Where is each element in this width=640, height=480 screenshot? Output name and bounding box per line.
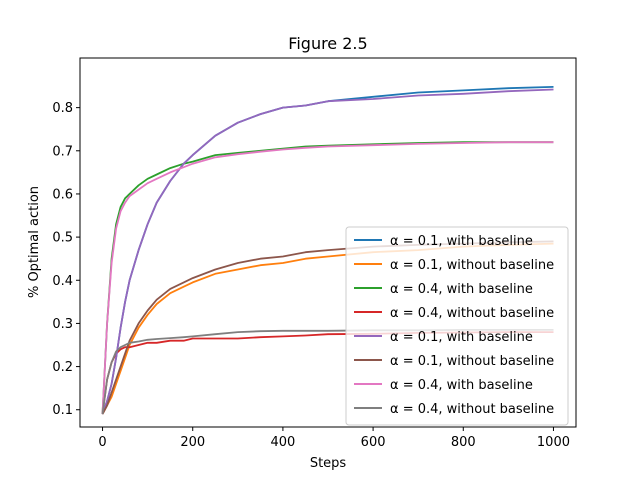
y-axis: 0.1 0.2 0.3 0.4 0.5 0.6 0.7 0.8 [52,101,80,418]
y-tick-label: 0.8 [52,101,73,116]
y-tick-label: 0.7 [52,144,73,159]
y-tick-label: 0.6 [52,187,73,202]
x-tick-label: 400 [270,435,295,450]
legend-label: α = 0.1, without baseline [390,354,554,369]
x-tick-label: 200 [180,435,205,450]
legend-item: α = 0.4, without baseline [354,306,554,321]
y-tick-label: 0.4 [52,274,73,289]
legend-item: α = 0.1, with baseline [354,234,533,249]
y-tick-label: 0.5 [52,231,73,246]
series-line-5 [101,88,554,415]
legend: α = 0.1, with baseline α = 0.1, without b… [345,226,569,426]
legend-item: α = 0.4, with baseline [354,282,533,297]
legend-label: α = 0.1, without baseline [390,258,554,273]
y-tick-label: 0.1 [52,403,73,418]
x-tick-label: 800 [451,435,476,450]
chart-title: Figure 2.5 [288,34,367,53]
x-axis-label: Steps [310,456,347,471]
legend-label: α = 0.4, with baseline [390,378,533,393]
legend-label: α = 0.1, with baseline [390,330,533,345]
plot-frame [79,57,577,428]
legend-item: α = 0.1, without baseline [354,354,554,369]
series-lines [101,86,554,415]
y-tick-label: 0.3 [52,317,73,332]
legend-box [345,226,569,426]
x-axis: 0 200 400 600 800 1000 [98,427,570,450]
y-tick-label: 0.2 [52,360,73,375]
legend-item: α = 0.4, with baseline [354,378,533,393]
y-axis-label: % Optimal action [27,186,42,298]
legend-label: α = 0.4, without baseline [390,402,554,417]
legend-item: α = 0.1, with baseline [354,330,533,345]
x-tick-label: 600 [361,435,386,450]
legend-label: α = 0.1, with baseline [390,234,533,249]
series-line-7 [101,141,554,415]
legend-item: α = 0.1, without baseline [354,258,554,273]
legend-label: α = 0.4, without baseline [390,306,554,321]
legend-item: α = 0.4, without baseline [354,402,554,417]
legend-label: α = 0.4, with baseline [390,282,533,297]
x-tick-label: 1000 [537,435,570,450]
x-tick-label: 0 [98,435,106,450]
plot-area [79,57,577,428]
